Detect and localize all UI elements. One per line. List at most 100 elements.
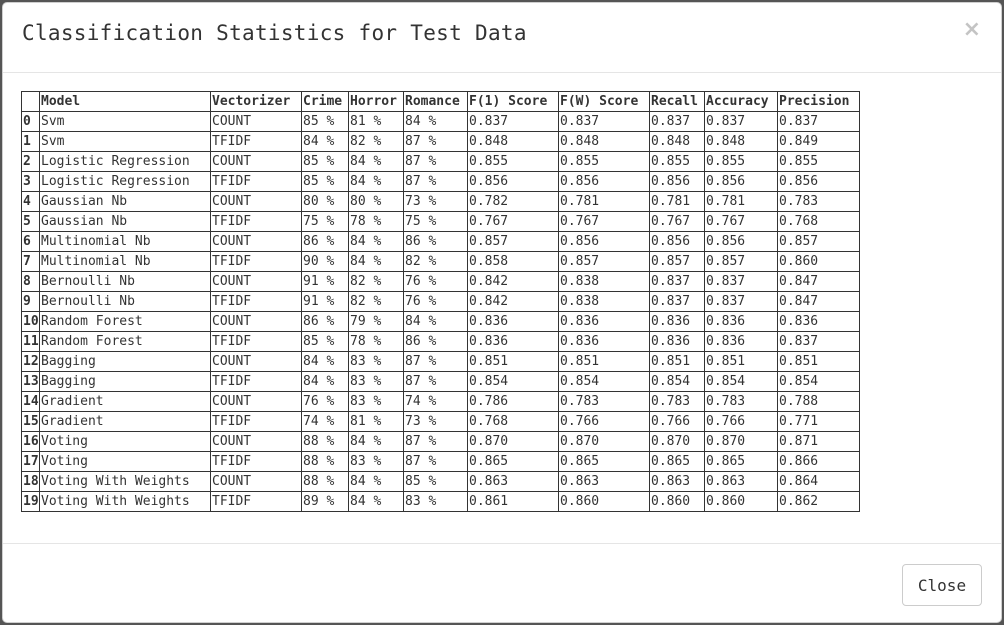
cell-horror: 83 % xyxy=(348,351,404,372)
cell-romance: 73 % xyxy=(403,191,468,212)
cell-f1-score: 0.855 xyxy=(467,151,559,172)
cell-romance: 83 % xyxy=(403,491,468,512)
cell-model: Svm xyxy=(39,131,211,152)
cell-index: 1 xyxy=(21,131,40,152)
cell-recall: 0.863 xyxy=(649,471,705,492)
cell-crime: 85 % xyxy=(301,151,349,172)
cell-recall: 0.856 xyxy=(649,171,705,192)
cell-recall: 0.836 xyxy=(649,311,705,332)
cell-model: Voting xyxy=(39,431,211,452)
cell-index: 2 xyxy=(21,151,40,172)
close-icon[interactable]: × xyxy=(962,17,981,42)
cell-vectorizer: COUNT xyxy=(210,151,302,172)
cell-fw-score: 0.836 xyxy=(558,331,650,352)
cell-recall: 0.837 xyxy=(649,291,705,312)
cell-precision: 0.871 xyxy=(777,431,860,452)
cell-precision: 0.857 xyxy=(777,231,860,252)
cell-f1-score: 0.857 xyxy=(467,231,559,252)
cell-accuracy: 0.837 xyxy=(704,271,778,292)
cell-horror: 84 % xyxy=(348,171,404,192)
cell-crime: 84 % xyxy=(301,131,349,152)
cell-f1-score: 0.865 xyxy=(467,451,559,472)
cell-romance: 87 % xyxy=(403,131,468,152)
cell-fw-score: 0.857 xyxy=(558,251,650,272)
cell-accuracy: 0.781 xyxy=(704,191,778,212)
cell-romance: 87 % xyxy=(403,451,468,472)
cell-model: Gaussian Nb xyxy=(39,191,211,212)
cell-model: Voting With Weights xyxy=(39,471,211,492)
cell-model: Gradient xyxy=(39,411,211,432)
cell-accuracy: 0.851 xyxy=(704,351,778,372)
table-row: 12 Bagging COUNT 84 % 83 % 87 % 0.851 0.851 0.85… xyxy=(21,351,860,372)
cell-model: Bagging xyxy=(39,371,211,392)
cell-romance: 73 % xyxy=(403,411,468,432)
cell-recall: 0.855 xyxy=(649,151,705,172)
cell-romance: 87 % xyxy=(403,351,468,372)
cell-f1-score: 0.837 xyxy=(467,111,559,132)
cell-f1-score: 0.858 xyxy=(467,251,559,272)
table-row: 5 Gaussian Nb TFIDF 75 % 78 % 75 % 0.767 0.767 0… xyxy=(21,211,860,232)
cell-horror: 84 % xyxy=(348,491,404,512)
cell-romance: 85 % xyxy=(403,471,468,492)
table-row: 18 Voting With Weights COUNT 88 % 84 % 85 % 0.… xyxy=(21,471,860,492)
cell-fw-score: 0.851 xyxy=(558,351,650,372)
cell-fw-score: 0.870 xyxy=(558,431,650,452)
cell-accuracy: 0.856 xyxy=(704,171,778,192)
cell-recall: 0.870 xyxy=(649,431,705,452)
cell-precision: 0.851 xyxy=(777,351,860,372)
cell-romance: 82 % xyxy=(403,251,468,272)
cell-index: 11 xyxy=(21,331,40,352)
cell-f1-score: 0.842 xyxy=(467,271,559,292)
cell-crime: 84 % xyxy=(301,351,349,372)
cell-crime: 89 % xyxy=(301,491,349,512)
cell-index: 12 xyxy=(21,351,40,372)
cell-precision: 0.849 xyxy=(777,131,860,152)
cell-romance: 76 % xyxy=(403,291,468,312)
cell-fw-score: 0.766 xyxy=(558,411,650,432)
cell-accuracy: 0.863 xyxy=(704,471,778,492)
cell-crime: 86 % xyxy=(301,231,349,252)
cell-fw-score: 0.781 xyxy=(558,191,650,212)
cell-accuracy: 0.860 xyxy=(704,491,778,512)
cell-fw-score: 0.863 xyxy=(558,471,650,492)
table-row: 6 Multinomial Nb COUNT 86 % 84 % 86 % 0.857 0.8… xyxy=(21,231,860,252)
table-row: 16 Voting COUNT 88 % 84 % 87 % 0.870 0.870 0.870… xyxy=(21,431,860,452)
cell-model: Logistic Regression xyxy=(39,171,211,192)
column-header-recall: Recall xyxy=(649,91,705,112)
column-header-accuracy: Accuracy xyxy=(704,91,778,112)
cell-f1-score: 0.870 xyxy=(467,431,559,452)
cell-model: Multinomial Nb xyxy=(39,251,211,272)
close-button[interactable]: Close xyxy=(902,564,982,606)
cell-recall: 0.860 xyxy=(649,491,705,512)
cell-crime: 80 % xyxy=(301,191,349,212)
cell-romance: 74 % xyxy=(403,391,468,412)
cell-recall: 0.851 xyxy=(649,351,705,372)
cell-romance: 84 % xyxy=(403,311,468,332)
cell-fw-score: 0.836 xyxy=(558,311,650,332)
table-row: 7 Multinomial Nb TFIDF 90 % 84 % 82 % 0.858 0.8… xyxy=(21,251,860,272)
cell-accuracy: 0.836 xyxy=(704,311,778,332)
cell-crime: 85 % xyxy=(301,111,349,132)
cell-index: 9 xyxy=(21,291,40,312)
table-row: 15 Gradient TFIDF 74 % 81 % 73 % 0.768 0.766 0.7… xyxy=(21,411,860,432)
cell-f1-score: 0.836 xyxy=(467,311,559,332)
cell-horror: 78 % xyxy=(348,211,404,232)
cell-crime: 88 % xyxy=(301,431,349,452)
cell-model: Gaussian Nb xyxy=(39,211,211,232)
table-row: 2 Logistic Regression COUNT 85 % 84 % 87 % 0.8… xyxy=(21,151,860,172)
column-header-romance: Romance xyxy=(403,91,468,112)
column-header-horror: Horror xyxy=(348,91,404,112)
cell-horror: 84 % xyxy=(348,151,404,172)
cell-horror: 83 % xyxy=(348,391,404,412)
cell-index: 19 xyxy=(21,491,40,512)
cell-f1-score: 0.854 xyxy=(467,371,559,392)
cell-romance: 76 % xyxy=(403,271,468,292)
cell-romance: 84 % xyxy=(403,111,468,132)
cell-model: Bagging xyxy=(39,351,211,372)
cell-fw-score: 0.860 xyxy=(558,491,650,512)
cell-horror: 83 % xyxy=(348,371,404,392)
cell-accuracy: 0.865 xyxy=(704,451,778,472)
cell-crime: 85 % xyxy=(301,331,349,352)
cell-romance: 87 % xyxy=(403,371,468,392)
cell-vectorizer: TFIDF xyxy=(210,211,302,232)
